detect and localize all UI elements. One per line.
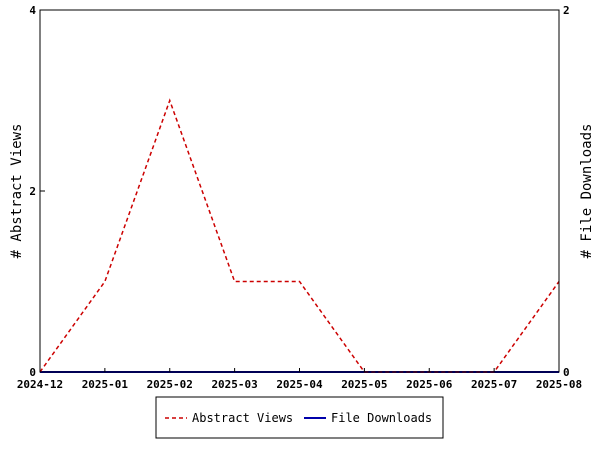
series-line-abstract-views — [39, 98, 560, 373]
x-tick-label: 2025-02 — [147, 378, 193, 391]
y-axis-title-left: # Abstract Views — [9, 124, 25, 259]
x-tick-label: 2025-01 — [82, 378, 129, 391]
y-tick-label-left: 0 — [29, 366, 36, 379]
x-tick-label: 2025-07 — [471, 378, 517, 391]
x-tick-label: 2024-12 — [17, 378, 63, 391]
x-tick-label: 2025-03 — [211, 378, 257, 391]
y-axis-title-right: # File Downloads — [579, 124, 595, 259]
chart-marks — [39, 98, 560, 373]
legend-label-file-downloads: File Downloads — [331, 411, 432, 425]
legend-label-abstract-views: Abstract Views — [192, 411, 293, 425]
y-tick-label-left: 2 — [29, 185, 36, 198]
legend-box — [155, 396, 444, 439]
y-tick-label-right: 2 — [563, 4, 570, 17]
chart-axes: 2024-12 2025-01 2025-02 2025-03 2025-04 2025-… — [17, 4, 582, 391]
y-tick-label-right: 0 — [563, 366, 570, 379]
plot-frame — [39, 9, 560, 373]
x-tick-label: 2025-05 — [341, 378, 387, 391]
x-tick-label: 2025-06 — [406, 378, 453, 391]
legend: Abstract Views File Downloads — [155, 396, 444, 439]
x-tick-label: 2025-04 — [276, 378, 323, 391]
x-tick-label: 2025-08 — [536, 378, 582, 391]
y-tick-label-left: 4 — [29, 4, 36, 17]
